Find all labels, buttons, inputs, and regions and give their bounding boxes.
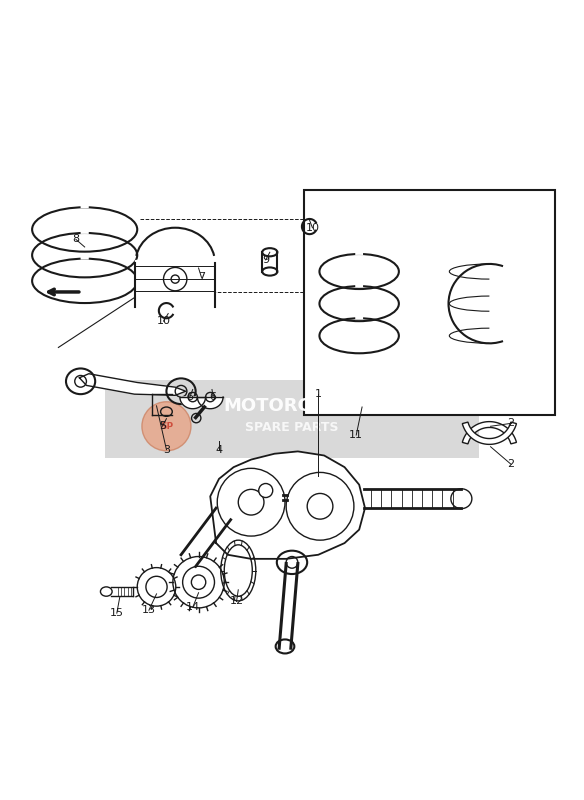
Text: 14: 14 <box>186 602 200 612</box>
Polygon shape <box>210 451 365 559</box>
Text: MOTORCYCLE: MOTORCYCLE <box>224 397 360 415</box>
Text: 12: 12 <box>230 597 244 606</box>
Text: 2: 2 <box>507 459 515 470</box>
Text: 13: 13 <box>142 606 156 615</box>
Circle shape <box>142 402 191 451</box>
Circle shape <box>259 483 273 498</box>
Text: 15: 15 <box>110 608 124 618</box>
Text: 4: 4 <box>215 445 223 454</box>
Polygon shape <box>463 422 516 444</box>
Polygon shape <box>463 422 516 444</box>
Text: 7: 7 <box>198 272 205 282</box>
Text: 6: 6 <box>210 392 217 402</box>
Text: 3: 3 <box>163 445 170 454</box>
Polygon shape <box>79 374 186 395</box>
Polygon shape <box>197 397 223 409</box>
Text: 5: 5 <box>159 422 166 431</box>
Ellipse shape <box>100 587 112 596</box>
Text: 10: 10 <box>305 222 319 233</box>
Text: SP: SP <box>160 422 173 430</box>
Text: 6: 6 <box>186 392 193 402</box>
Text: 2: 2 <box>507 418 515 428</box>
Text: 1: 1 <box>315 389 322 399</box>
Text: SPARE PARTS: SPARE PARTS <box>245 421 339 434</box>
Text: 9: 9 <box>262 255 269 265</box>
Bar <box>304 190 555 414</box>
Polygon shape <box>135 260 215 306</box>
Text: 11: 11 <box>349 430 363 440</box>
Polygon shape <box>180 397 206 409</box>
Text: 8: 8 <box>72 234 79 245</box>
FancyBboxPatch shape <box>105 379 479 458</box>
Text: 10: 10 <box>157 316 171 326</box>
